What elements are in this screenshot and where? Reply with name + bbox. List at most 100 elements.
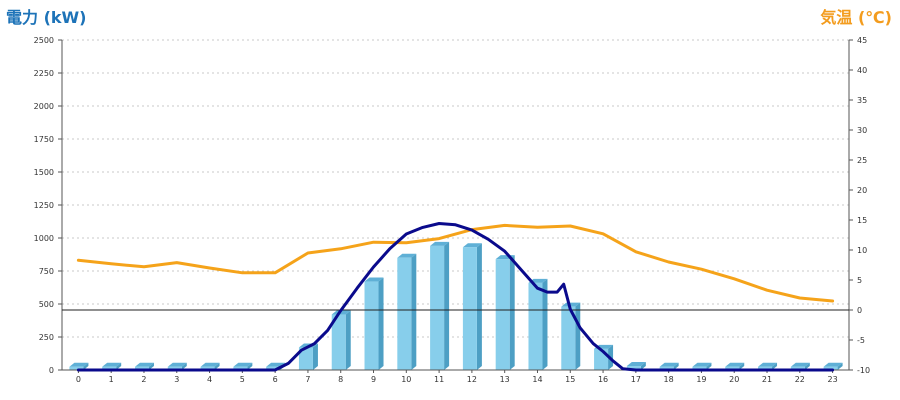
bar-22 <box>790 362 810 370</box>
left-tick-label: 0 <box>49 366 54 375</box>
bar-top <box>659 362 679 367</box>
right-tick-label: 35 <box>857 96 867 105</box>
x-tick-label: 1 <box>109 375 114 384</box>
bar-side <box>378 277 384 370</box>
bar-19 <box>692 362 712 370</box>
left-tick-label: 2500 <box>34 36 54 45</box>
bar-side <box>509 255 515 370</box>
bar-top <box>364 277 384 282</box>
right-tick-label: -10 <box>857 366 870 375</box>
x-tick-label: 6 <box>273 375 278 384</box>
x-tick-label: 7 <box>305 375 310 384</box>
bar-top <box>692 362 712 367</box>
bar-side <box>116 362 122 370</box>
bar-side <box>476 243 482 370</box>
bar-10 <box>397 253 417 370</box>
bar-front <box>758 366 773 370</box>
left-axis-title: 電力 (kW) <box>6 8 87 27</box>
bar-top <box>69 362 89 367</box>
bar-front <box>397 257 412 370</box>
bar-front <box>823 366 838 370</box>
right-tick-label: 40 <box>857 66 867 75</box>
bar-side <box>575 302 581 370</box>
bar-front <box>167 366 182 370</box>
bar-3 <box>167 362 187 370</box>
bar-top <box>561 302 581 307</box>
x-tick-label: 10 <box>401 375 411 384</box>
bar-8 <box>331 310 351 370</box>
temperature-line <box>76 223 835 303</box>
grid-lines <box>62 39 849 338</box>
bar-side <box>739 362 745 370</box>
bar-side <box>837 362 843 370</box>
x-tick-label: 18 <box>664 375 674 384</box>
bar-11 <box>430 241 450 370</box>
x-tick-label: 0 <box>76 375 81 384</box>
bar-front <box>659 366 674 370</box>
x-tick-label: 5 <box>240 375 245 384</box>
x-tick-label: 11 <box>434 375 444 384</box>
bar-23 <box>823 362 843 370</box>
bar-front <box>725 366 740 370</box>
bar-top <box>331 310 351 315</box>
left-tick-label: 250 <box>39 333 54 342</box>
left-tick-label: 1500 <box>34 168 54 177</box>
bar-2 <box>134 362 154 370</box>
right-tick-label: 15 <box>857 216 867 225</box>
x-tick-label: 12 <box>467 375 477 384</box>
chart-axes <box>58 39 853 373</box>
bar-13 <box>495 255 515 370</box>
bar-top <box>725 362 745 367</box>
bar-4 <box>200 362 220 370</box>
x-tick-label: 19 <box>696 375 706 384</box>
bar-side <box>444 241 450 370</box>
bar-front <box>266 366 281 370</box>
data-lines <box>76 222 835 372</box>
bar-top <box>233 362 253 367</box>
right-tick-label: 10 <box>857 246 867 255</box>
right-tick-label: 45 <box>857 36 867 45</box>
bar-side <box>214 362 220 370</box>
bar-front <box>626 366 641 370</box>
tick-labels: 02505007501000125015001750200022502500-1… <box>34 36 870 384</box>
right-tick-label: 20 <box>857 186 867 195</box>
x-tick-label: 20 <box>729 375 739 384</box>
bar-side <box>345 310 351 370</box>
bar-front <box>430 245 445 370</box>
bar-17 <box>626 362 646 370</box>
bar-20 <box>725 362 745 370</box>
right-tick-label: 5 <box>857 276 862 285</box>
bar-side <box>247 362 253 370</box>
bar-front <box>561 306 576 370</box>
bar-top <box>134 362 154 367</box>
bar-front <box>692 366 707 370</box>
bar-side <box>706 362 712 370</box>
bar-5 <box>233 362 253 370</box>
bar-side <box>804 362 810 370</box>
bar-side <box>312 343 318 370</box>
bar-top <box>758 362 778 367</box>
bar-front <box>200 366 215 370</box>
bar-top <box>430 241 450 246</box>
x-tick-label: 9 <box>371 375 376 384</box>
bar-21 <box>758 362 778 370</box>
bar-side <box>542 278 548 370</box>
x-tick-label: 3 <box>174 375 179 384</box>
bar-top <box>167 362 187 367</box>
bar-front <box>233 366 248 370</box>
bar-side <box>673 362 679 370</box>
bar-front <box>102 366 117 370</box>
bar-front <box>134 366 149 370</box>
bar-top <box>626 362 646 367</box>
bar-0 <box>69 362 89 370</box>
right-tick-label: -5 <box>857 336 865 345</box>
bar-front <box>462 247 477 370</box>
x-tick-label: 22 <box>795 375 805 384</box>
x-tick-label: 23 <box>828 375 838 384</box>
left-tick-label: 1750 <box>34 135 54 144</box>
x-tick-label: 17 <box>631 375 641 384</box>
bar-side <box>772 362 778 370</box>
bar-top <box>462 243 482 248</box>
x-tick-label: 13 <box>500 375 510 384</box>
